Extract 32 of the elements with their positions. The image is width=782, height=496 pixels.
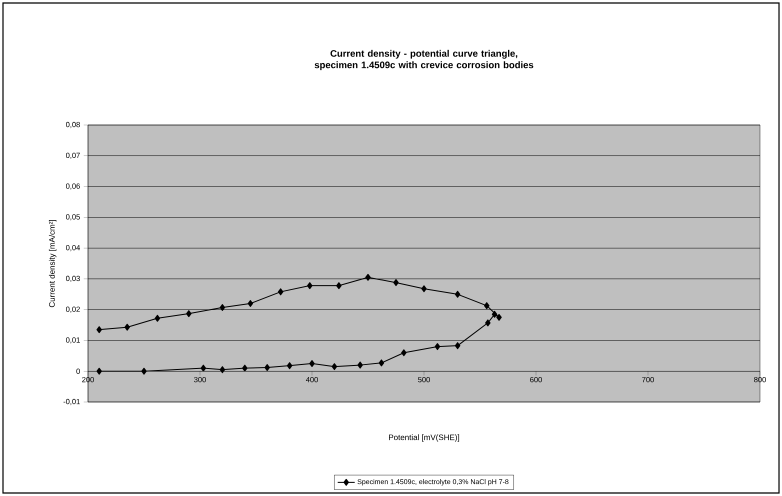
point xyxy=(492,310,498,318)
point xyxy=(485,319,491,326)
point xyxy=(454,342,460,350)
point xyxy=(200,364,206,372)
point xyxy=(378,359,384,366)
point xyxy=(242,364,248,372)
point xyxy=(141,368,147,375)
chart-title: Current density - potential curve triangle, specimen 1.4509c with crevice corrosion bodies xyxy=(314,50,534,70)
point xyxy=(484,302,490,310)
point xyxy=(365,274,371,281)
point xyxy=(393,279,399,286)
point xyxy=(96,326,102,334)
point xyxy=(124,324,130,331)
point xyxy=(220,366,226,374)
point xyxy=(220,304,226,311)
point xyxy=(186,310,192,318)
point xyxy=(421,285,427,292)
point xyxy=(401,349,407,356)
point xyxy=(357,362,363,369)
point xyxy=(154,314,160,322)
point xyxy=(336,282,342,290)
point xyxy=(496,314,502,321)
point xyxy=(96,368,102,375)
point xyxy=(434,343,440,350)
point xyxy=(248,300,254,307)
point xyxy=(278,288,284,296)
point xyxy=(454,290,460,298)
point xyxy=(307,282,313,290)
point xyxy=(264,364,270,372)
point xyxy=(286,362,292,370)
point xyxy=(309,360,315,368)
point xyxy=(332,363,338,370)
